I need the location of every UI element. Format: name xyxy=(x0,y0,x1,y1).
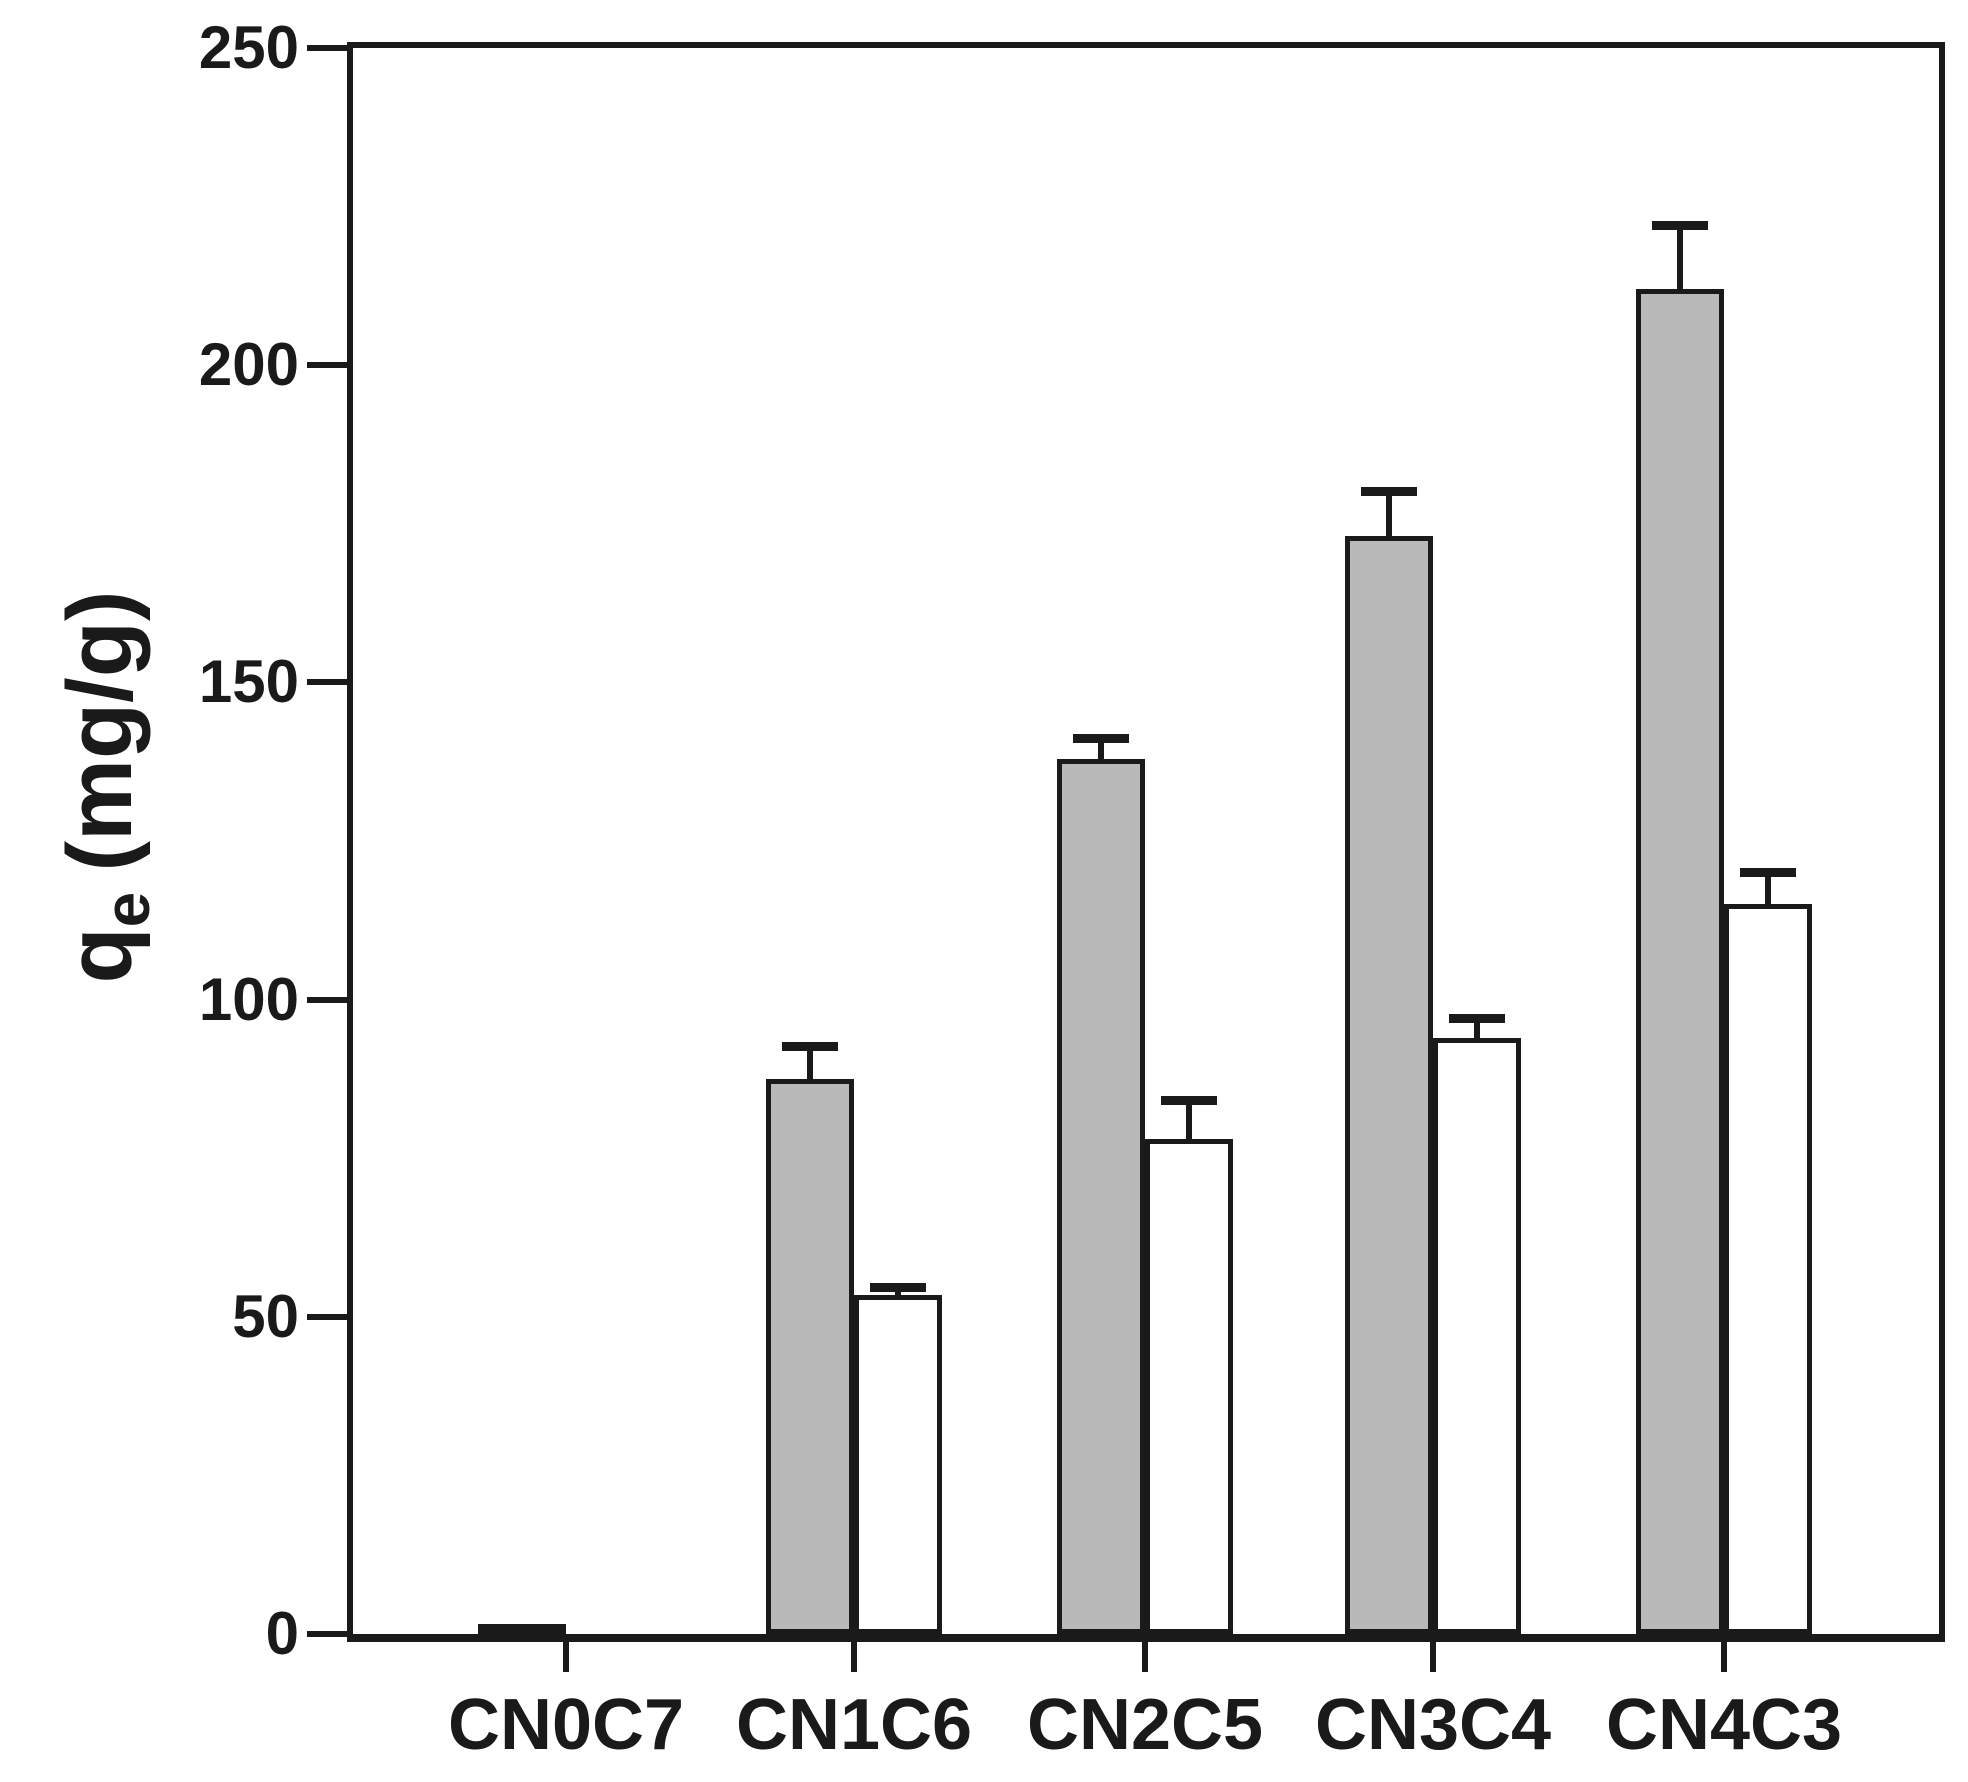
y-tick-label: 50 xyxy=(232,1282,299,1350)
bar-white-CN4C3 xyxy=(1724,904,1812,1634)
error-cap-white-CN1C6 xyxy=(870,1283,926,1292)
error-cap-white-CN4C3 xyxy=(1740,868,1796,877)
plot-area xyxy=(347,42,1945,1642)
y-axis-tick xyxy=(307,1631,347,1637)
error-cap-gray-CN1C6 xyxy=(782,1042,838,1051)
y-axis-tick xyxy=(307,362,347,369)
x-axis-tick xyxy=(1142,1642,1148,1672)
y-axis-title-subscript: e xyxy=(91,891,163,928)
error-cap-gray-CN3C4 xyxy=(1361,487,1417,496)
x-tick-label: CN0C7 xyxy=(447,1685,685,1765)
y-axis-tick xyxy=(307,996,347,1003)
y-axis-title-unit: (mg/g) xyxy=(49,590,151,872)
error-whisker-gray-CN3C4 xyxy=(1386,492,1392,537)
y-axis-tick xyxy=(307,1313,347,1320)
error-cap-gray-CN4C3 xyxy=(1652,221,1708,230)
y-axis-title: qe(mg/g) xyxy=(45,407,163,1167)
bar-white-CN3C4 xyxy=(1433,1038,1521,1634)
error-cap-white-CN2C5 xyxy=(1161,1096,1217,1105)
bar-gray-CN3C4 xyxy=(1345,536,1433,1634)
y-tick-label: 200 xyxy=(198,331,299,399)
error-whisker-gray-CN1C6 xyxy=(807,1047,813,1080)
x-tick-label: CN1C6 xyxy=(735,1685,973,1765)
error-whisker-gray-CN4C3 xyxy=(1677,226,1683,290)
x-axis-tick xyxy=(851,1642,857,1672)
y-tick-label: 0 xyxy=(265,1600,299,1667)
y-axis-tick xyxy=(307,679,347,686)
error-whisker-gray-CN2C5 xyxy=(1098,740,1104,760)
error-whisker-white-CN1C6 xyxy=(895,1289,901,1296)
error-cap-white-CN3C4 xyxy=(1449,1014,1505,1023)
x-tick-label: CN2C5 xyxy=(1026,1685,1264,1765)
bar-white-CN2C5 xyxy=(1145,1139,1233,1634)
y-tick-label: 250 xyxy=(198,14,299,81)
error-whisker-white-CN3C4 xyxy=(1474,1019,1480,1039)
y-axis-tick xyxy=(307,45,347,51)
error-cap-gray-CN2C5 xyxy=(1073,734,1129,743)
x-axis-tick xyxy=(1721,1642,1727,1672)
y-tick-label: 150 xyxy=(198,648,299,716)
error-whisker-white-CN4C3 xyxy=(1765,872,1771,905)
bar-white-CN1C6 xyxy=(854,1295,942,1634)
bar-gray-CN4C3 xyxy=(1636,289,1724,1634)
bar-gray-CN2C5 xyxy=(1057,759,1145,1634)
bar-gray-CN1C6 xyxy=(766,1079,854,1634)
x-axis-tick xyxy=(563,1642,569,1672)
x-axis-tick xyxy=(1430,1642,1436,1672)
error-whisker-white-CN2C5 xyxy=(1186,1101,1192,1140)
y-tick-label: 100 xyxy=(198,965,299,1033)
bar-gray-CN0C7 xyxy=(478,1624,566,1634)
x-tick-label: CN3C4 xyxy=(1314,1685,1552,1765)
x-tick-label: CN4C3 xyxy=(1605,1685,1843,1765)
